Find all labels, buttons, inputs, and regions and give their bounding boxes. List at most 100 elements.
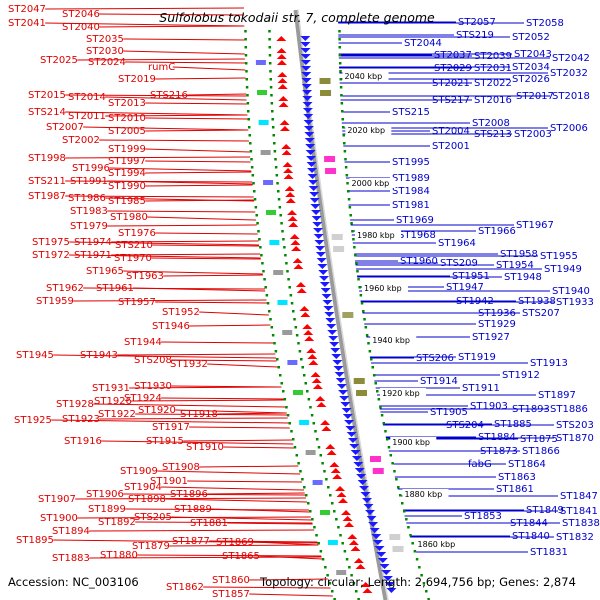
left-gene-label[interactable]: ST2010 (108, 113, 146, 124)
left-gene-label[interactable]: ST1924 (124, 393, 162, 404)
right-gene-label[interactable]: ST1949 (544, 264, 582, 275)
left-gene-label[interactable]: ST1965 (86, 266, 124, 277)
right-gene-label[interactable]: STS213 (474, 129, 512, 140)
right-gene-label[interactable]: ST1905 (430, 407, 468, 418)
right-gene-label[interactable]: ST1897 (538, 390, 576, 401)
right-gene-label[interactable]: ST1849 (526, 505, 564, 516)
left-gene-label[interactable]: ST2013 (108, 98, 146, 109)
right-gene-label[interactable]: ST2057 (458, 17, 496, 28)
right-gene-label[interactable]: ST1947 (446, 282, 484, 293)
left-gene-label[interactable]: ST1957 (118, 297, 156, 308)
right-gene-label[interactable]: ST2029 (434, 63, 472, 74)
right-gene-label[interactable]: ST1948 (504, 272, 542, 283)
left-gene-label[interactable]: ST1999 (108, 144, 146, 155)
right-gene-label[interactable]: ST1875 (520, 434, 558, 445)
right-gene-label[interactable]: ST2052 (512, 32, 550, 43)
left-gene-label[interactable]: rumC (148, 62, 175, 73)
right-gene-label[interactable]: ST1911 (462, 383, 500, 394)
right-gene-label[interactable]: ST2058 (526, 18, 564, 29)
left-gene-label[interactable]: ST1946 (152, 321, 190, 332)
left-gene-label[interactable]: ST2040 (62, 22, 100, 33)
left-gene-label[interactable]: ST1895 (16, 535, 54, 546)
left-gene-label[interactable]: ST1860 (212, 575, 250, 586)
left-gene-label[interactable]: ST1894 (52, 526, 90, 537)
left-gene-label[interactable]: ST1945 (16, 350, 54, 361)
left-gene-label[interactable]: ST1917 (152, 422, 190, 433)
right-gene-label[interactable]: ST1967 (516, 220, 554, 231)
left-gene-label[interactable]: STS210 (115, 240, 153, 251)
left-gene-label[interactable]: ST1881 (190, 518, 228, 529)
right-gene-label[interactable]: STS209 (440, 258, 478, 269)
left-gene-label[interactable]: ST1928 (56, 399, 94, 410)
left-gene-label[interactable]: ST1889 (174, 504, 212, 515)
right-gene-label[interactable]: ST1929 (478, 319, 516, 330)
left-gene-label[interactable]: ST1932 (170, 359, 208, 370)
left-gene-label[interactable]: ST1880 (100, 550, 138, 561)
left-gene-label[interactable]: ST2035 (86, 34, 124, 45)
left-gene-label[interactable]: STS208 (134, 355, 172, 366)
left-gene-label[interactable]: ST2015 (28, 90, 66, 101)
left-gene-label[interactable]: ST2002 (62, 135, 100, 146)
right-gene-label[interactable]: ST1951 (452, 271, 490, 282)
right-gene-label[interactable]: ST1884 (478, 432, 516, 443)
right-gene-label[interactable]: STS204 (446, 420, 484, 431)
left-gene-label[interactable]: ST1877 (172, 536, 210, 547)
right-gene-label[interactable]: STS206 (416, 353, 454, 364)
right-gene-label[interactable]: ST1984 (392, 186, 430, 197)
left-gene-label[interactable]: ST1959 (36, 296, 74, 307)
left-gene-label[interactable]: ST2047 (8, 4, 46, 15)
right-gene-label[interactable]: ST2042 (552, 53, 590, 64)
left-gene-label[interactable]: ST1892 (98, 517, 136, 528)
left-gene-label[interactable]: STS214 (28, 107, 66, 118)
left-gene-label[interactable]: ST1904 (124, 482, 162, 493)
left-gene-label[interactable]: ST1898 (128, 494, 166, 505)
right-gene-label[interactable]: ST2044 (404, 38, 442, 49)
right-gene-label[interactable]: ST2004 (432, 126, 470, 137)
right-gene-label[interactable]: ST1964 (438, 238, 476, 249)
left-gene-label[interactable]: ST1985 (108, 196, 146, 207)
right-gene-label[interactable]: ST1841 (560, 506, 598, 517)
right-gene-label[interactable]: ST1893 (512, 404, 550, 415)
right-gene-label[interactable]: ST1940 (552, 286, 590, 297)
left-gene-label[interactable]: ST1923 (62, 414, 100, 425)
left-gene-label[interactable]: ST1920 (138, 405, 176, 416)
right-gene-label[interactable]: ST1933 (556, 297, 594, 308)
right-gene-label[interactable]: ST2021 (432, 78, 470, 89)
right-gene-label[interactable]: ST2037 (434, 50, 472, 61)
right-gene-label[interactable]: ST2026 (512, 74, 550, 85)
left-gene-label[interactable]: ST1931 (92, 383, 130, 394)
left-gene-label[interactable]: ST1975 (32, 237, 70, 248)
right-gene-label[interactable]: STS219 (456, 30, 494, 41)
left-gene-label[interactable]: ST1900 (40, 513, 78, 524)
right-gene-label[interactable]: ST2003 (514, 129, 552, 140)
right-gene-label[interactable]: ST1960 (400, 256, 438, 267)
left-gene-label[interactable]: ST1952 (162, 307, 200, 318)
right-gene-label[interactable]: ST2001 (432, 141, 470, 152)
left-gene-label[interactable]: ST2011 (68, 111, 106, 122)
left-gene-label[interactable]: ST1970 (114, 253, 152, 264)
right-gene-label[interactable]: ST2043 (514, 49, 552, 60)
right-gene-label[interactable]: STS207 (522, 308, 560, 319)
left-gene-label[interactable]: STS211 (28, 176, 66, 187)
left-gene-label[interactable]: ST1979 (70, 221, 108, 232)
left-gene-label[interactable]: ST1998 (28, 153, 66, 164)
left-gene-label[interactable]: ST1918 (180, 409, 218, 420)
left-gene-label[interactable]: ST1909 (120, 466, 158, 477)
left-gene-label[interactable]: ST1943 (80, 350, 118, 361)
left-gene-label[interactable]: ST1971 (74, 250, 112, 261)
right-gene-label[interactable]: fabG (468, 459, 492, 470)
left-gene-label[interactable]: ST1907 (38, 494, 76, 505)
left-gene-label[interactable]: ST1994 (108, 168, 146, 179)
left-gene-label[interactable]: ST1906 (86, 489, 124, 500)
right-gene-label[interactable]: ST1838 (562, 518, 600, 529)
left-gene-label[interactable]: ST1930 (134, 381, 172, 392)
left-gene-label[interactable]: ST1899 (88, 504, 126, 515)
left-gene-label[interactable]: ST1976 (118, 228, 156, 239)
right-gene-label[interactable]: ST1969 (396, 215, 434, 226)
left-gene-label[interactable]: ST1996 (72, 163, 110, 174)
left-gene-label[interactable]: ST2007 (46, 122, 84, 133)
right-gene-label[interactable]: ST2031 (474, 63, 512, 74)
left-gene-label[interactable]: ST1869 (216, 537, 254, 548)
right-gene-label[interactable]: ST1832 (556, 532, 594, 543)
right-gene-label[interactable]: ST2039 (474, 51, 512, 62)
